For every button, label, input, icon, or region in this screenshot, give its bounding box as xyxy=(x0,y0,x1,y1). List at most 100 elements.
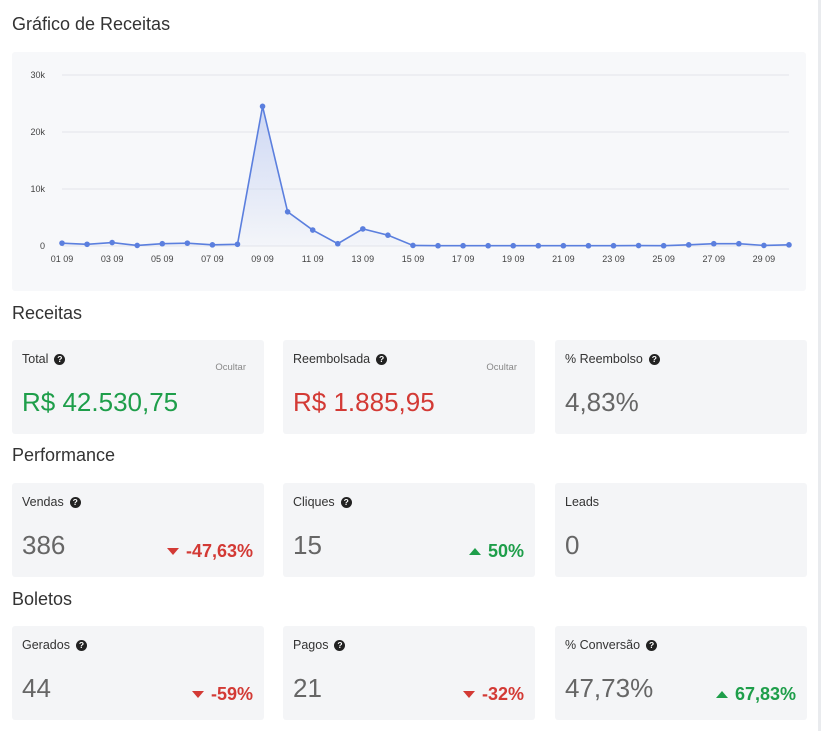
data-point xyxy=(710,240,717,247)
data-point xyxy=(410,242,416,249)
total-label: Total xyxy=(22,352,49,366)
conversion-label-row: % Conversão ? xyxy=(565,638,658,652)
help-icon[interactable]: ? xyxy=(646,639,658,651)
data-point xyxy=(660,242,667,249)
data-point xyxy=(786,242,792,248)
data-point xyxy=(309,227,316,233)
data-point xyxy=(585,242,592,249)
sales-value: 386 xyxy=(22,530,66,560)
refund-rate-card: % Reembolso ? 4,83% xyxy=(555,340,807,434)
data-point xyxy=(761,242,767,249)
generated-label: Gerados xyxy=(22,638,70,652)
triangle-down-icon xyxy=(166,548,179,555)
x-tick-label: 15 09 xyxy=(402,254,425,264)
help-icon[interactable]: ? xyxy=(648,353,660,365)
data-point xyxy=(134,242,141,249)
sales-delta: -47,63% xyxy=(166,541,253,562)
clicks-delta: 50% xyxy=(468,541,524,562)
x-tick-label: 25 09 xyxy=(652,254,675,264)
x-tick-label: 09 09 xyxy=(251,254,274,264)
help-icon[interactable]: ? xyxy=(69,496,81,508)
series-line xyxy=(61,106,790,247)
conversion-delta: 67,83% xyxy=(715,684,796,705)
boletos-section-title: Boletos xyxy=(12,589,73,609)
data-point xyxy=(560,242,567,249)
leads-label-row: Leads xyxy=(565,495,599,509)
help-icon[interactable]: ? xyxy=(376,353,388,365)
clicks-card: Cliques ? 15 50% xyxy=(283,483,535,577)
data-point xyxy=(460,242,466,249)
data-point xyxy=(385,232,391,238)
total-value: R$ 42.530,75 xyxy=(22,387,179,417)
paid-value: 21 xyxy=(293,673,322,703)
chart-section-title: Gráfico de Receitas xyxy=(12,14,171,34)
data-point xyxy=(284,209,291,215)
data-point xyxy=(685,242,692,248)
x-tick-label: 07 09 xyxy=(201,254,224,264)
data-point xyxy=(485,242,491,249)
hide-total-link[interactable]: Ocultar xyxy=(215,362,246,373)
triangle-up-icon xyxy=(468,548,481,555)
sales-label: Vendas xyxy=(22,495,64,509)
sales-delta-value: -47,63% xyxy=(185,541,253,561)
paid-label-row: Pagos ? xyxy=(293,638,346,652)
data-point xyxy=(360,226,366,232)
data-point xyxy=(184,240,191,246)
leads-value: 0 xyxy=(565,530,580,560)
data-point xyxy=(209,242,216,248)
generated-value: 44 xyxy=(22,673,51,703)
triangle-up-icon xyxy=(715,691,728,698)
data-point xyxy=(635,242,642,249)
conversion-card: % Conversão ? 47,73% 67,83% xyxy=(555,626,807,720)
x-tick-label: 23 09 xyxy=(602,254,625,264)
data-point xyxy=(159,240,166,247)
hide-refunded-link[interactable]: Ocultar xyxy=(486,362,517,373)
x-tick-label: 05 09 xyxy=(151,254,174,264)
conversion-value: 47,73% xyxy=(565,673,654,703)
conversion-delta-value: 67,83% xyxy=(734,684,796,704)
sales-label-row: Vendas ? xyxy=(22,495,81,509)
help-icon[interactable]: ? xyxy=(334,639,346,651)
data-point xyxy=(610,242,617,249)
revenue-chart-svg: 0 10k 20k 30k 01 09 03 09 05 09 07 09 09 09 11 09… xyxy=(30,70,792,264)
leads-card: Leads 0 xyxy=(555,483,807,577)
series-area xyxy=(62,106,789,246)
help-icon[interactable]: ? xyxy=(75,639,87,651)
data-point xyxy=(535,242,542,249)
clicks-delta-value: 50% xyxy=(487,541,524,561)
x-tick-label: 11 09 xyxy=(302,254,324,264)
x-tick-label: 27 09 xyxy=(703,254,726,264)
y-tick-label: 30k xyxy=(30,70,45,80)
data-point xyxy=(736,240,742,247)
refund-rate-value: 4,83% xyxy=(565,387,639,417)
x-tick-label: 01 09 xyxy=(51,254,74,264)
leads-label: Leads xyxy=(565,495,600,509)
scrollbar-track[interactable] xyxy=(818,0,821,731)
x-tick-label: 21 09 xyxy=(552,254,575,264)
generated-delta-value: -59% xyxy=(210,684,253,704)
revenue-chart[interactable]: 0 10k 20k 30k 01 09 03 09 05 09 07 09 09 09 11 09… xyxy=(12,52,806,291)
refunded-label-row: Reembolsada ? xyxy=(293,352,388,366)
generated-delta: -59% xyxy=(191,684,253,705)
clicks-label-row: Cliques ? xyxy=(293,495,352,509)
x-tick-label: 29 09 xyxy=(753,254,776,264)
refund-rate-label-row: % Reembolso ? xyxy=(565,352,660,366)
triangle-down-icon xyxy=(462,691,475,698)
help-icon[interactable]: ? xyxy=(340,496,352,508)
refunded-label: Reembolsada xyxy=(293,352,371,366)
help-icon[interactable]: ? xyxy=(54,353,66,365)
conversion-label: % Conversão xyxy=(565,638,641,652)
data-point xyxy=(234,241,241,248)
x-tick-label: 17 09 xyxy=(452,254,475,264)
refunded-value: R$ 1.885,95 xyxy=(293,387,435,417)
data-point xyxy=(510,242,517,249)
generated-label-row: Gerados ? xyxy=(22,638,87,652)
refunded-card: Reembolsada ? Ocultar R$ 1.885,95 xyxy=(283,340,535,434)
x-tick-label: 13 09 xyxy=(352,254,375,264)
paid-delta-value: -32% xyxy=(481,684,524,704)
x-tick-label: 03 09 xyxy=(101,254,124,264)
data-point xyxy=(59,240,65,246)
total-card: Total ? Ocultar R$ 42.530,75 xyxy=(12,340,264,434)
refund-rate-label: % Reembolso xyxy=(565,352,643,366)
data-point xyxy=(84,241,90,248)
